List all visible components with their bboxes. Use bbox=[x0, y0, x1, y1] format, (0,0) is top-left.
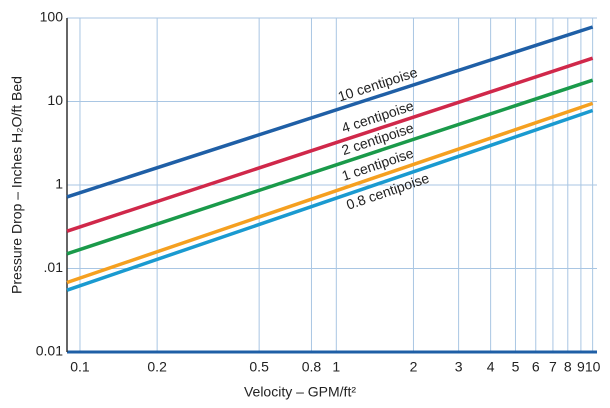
series-line bbox=[66, 56, 594, 233]
series-line bbox=[66, 78, 594, 256]
x-tick-label: 8 bbox=[564, 359, 572, 375]
x-tick-label: 0.5 bbox=[249, 359, 269, 375]
x-tick-label: 1 bbox=[332, 359, 340, 375]
x-tick-label: 10 bbox=[585, 359, 601, 375]
x-tick-label: 0.1 bbox=[70, 359, 90, 375]
x-tick-label: 7 bbox=[549, 359, 557, 375]
x-axis-label: Velocity – GPM/ft² bbox=[244, 384, 356, 400]
x-tick-label: 0.2 bbox=[147, 359, 167, 375]
x-tick-label: 2 bbox=[410, 359, 418, 375]
y-tick-label: 1 bbox=[55, 176, 63, 192]
series-line bbox=[66, 25, 594, 199]
y-tick-label: 100 bbox=[40, 9, 64, 25]
y-axis-label: Pressure Drop – Inches H₂O/ft Bed bbox=[9, 76, 25, 294]
x-tick-label: 5 bbox=[512, 359, 520, 375]
y-tick-label: 10 bbox=[47, 92, 63, 108]
y-tick-label: 0.01 bbox=[36, 343, 63, 359]
x-tick-label: 0.8 bbox=[302, 359, 322, 375]
x-tick-label: 3 bbox=[455, 359, 463, 375]
series-line bbox=[66, 101, 594, 285]
y-tick-label: .01 bbox=[44, 259, 64, 275]
series-line bbox=[66, 108, 594, 292]
x-tick-label: 4 bbox=[487, 359, 495, 375]
x-tick-label: 9 bbox=[577, 359, 585, 375]
x-tick-label: 6 bbox=[532, 359, 540, 375]
